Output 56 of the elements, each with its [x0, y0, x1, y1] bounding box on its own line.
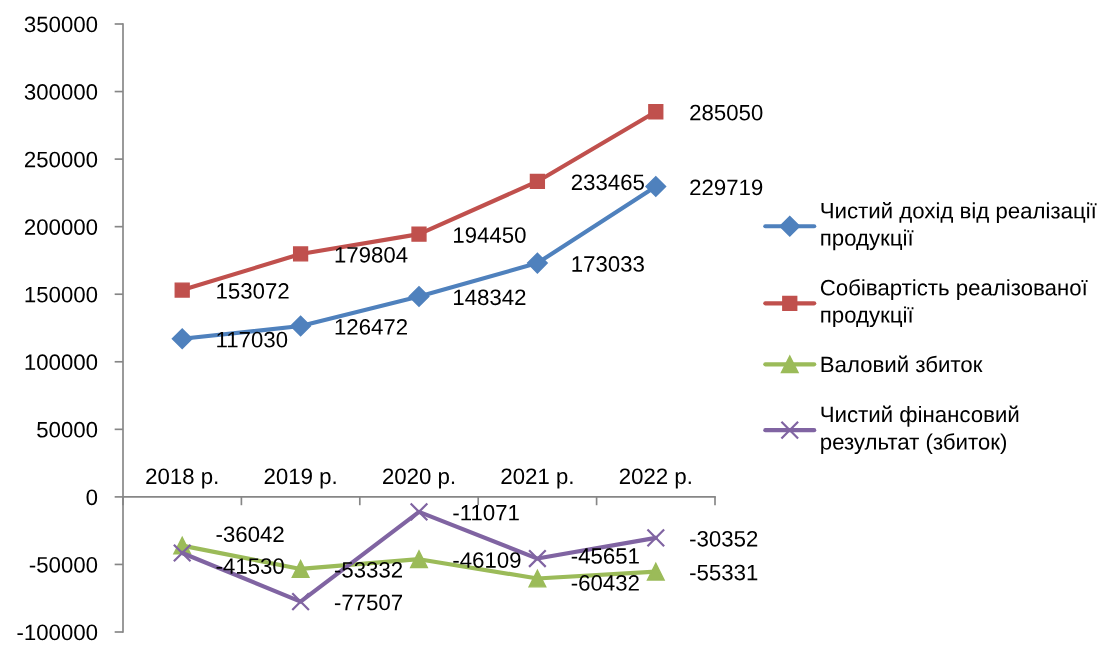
point — [172, 543, 192, 563]
data-label: 153072 — [217, 283, 289, 299]
data-label: 173033 — [572, 256, 644, 272]
data-label: -36042 — [216, 526, 284, 543]
point — [408, 285, 430, 307]
data-label: 148342 — [454, 289, 526, 306]
data-label: 117030 — [217, 331, 288, 348]
x-tick-label: 2021 р. — [501, 468, 573, 489]
y-tick-label: 200000 — [24, 219, 98, 235]
point — [174, 282, 190, 298]
point — [528, 569, 547, 588]
data-label: -45651 — [571, 548, 639, 564]
data-label: 233465 — [571, 174, 644, 191]
point — [290, 315, 312, 337]
x-tick-label: 2018 р. — [146, 468, 218, 489]
data-label: 179804 — [335, 246, 408, 263]
y-tick-label: -100000 — [17, 624, 98, 641]
data-label: -11071 — [453, 504, 519, 521]
y-tick-label: 300000 — [24, 84, 98, 100]
point — [648, 104, 664, 120]
point — [292, 246, 309, 262]
data-label: -77507 — [334, 594, 403, 611]
data-label: -46109 — [453, 552, 521, 568]
legend-label: Чистий дохід від реалізації продукції — [821, 201, 1097, 251]
x-tick-label: 2022 р. — [619, 468, 691, 489]
data-label: 194450 — [454, 227, 526, 243]
y-tick-label: 0 — [86, 489, 98, 506]
point — [409, 502, 429, 522]
y-tick-label: -50000 — [29, 556, 98, 573]
point — [646, 528, 666, 548]
y-tick-label: 100000 — [25, 354, 98, 371]
y-tick-label: 50000 — [37, 421, 98, 438]
y-tick-label: 350000 — [24, 16, 98, 33]
point — [646, 562, 665, 581]
legend-label: Собівартість реалізованої продукції — [820, 279, 1088, 328]
point — [527, 549, 547, 569]
legend-label: Чистий фінансовий результат (збиток) — [821, 405, 1019, 455]
point — [291, 592, 311, 612]
point — [526, 252, 548, 274]
data-label: -55331 — [690, 564, 758, 581]
point — [409, 550, 429, 569]
point — [645, 175, 667, 198]
point — [171, 328, 193, 350]
data-label: 229719 — [690, 179, 763, 196]
data-label: 285050 — [690, 104, 763, 121]
point — [291, 559, 310, 578]
y-tick-label: 250000 — [24, 151, 98, 168]
data-label: -30352 — [690, 530, 758, 547]
point — [411, 226, 427, 242]
legend-label: Валовий збиток — [821, 355, 983, 373]
y-tick-label: 150000 — [25, 286, 98, 303]
data-label: -60432 — [571, 575, 639, 591]
x-tick-label: 2020 р. — [383, 468, 455, 489]
point — [529, 173, 546, 190]
x-tick-label: 2019 р. — [264, 468, 336, 489]
data-label: 126472 — [335, 319, 407, 335]
